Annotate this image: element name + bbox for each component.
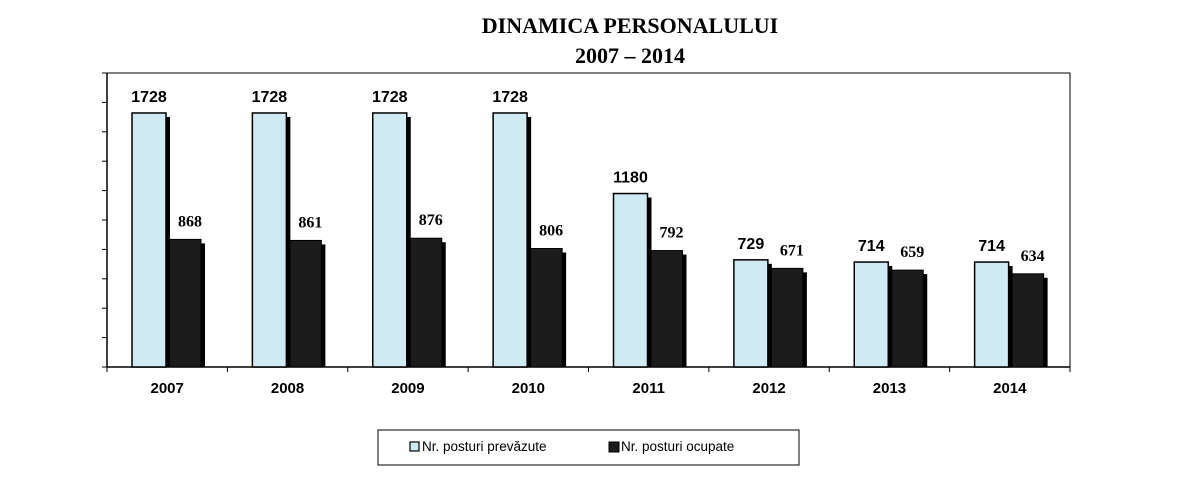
bar-occupied-2013 — [888, 269, 924, 368]
bar-planned-2011 — [612, 192, 649, 368]
value-label-occupied-2011: 792 — [660, 225, 684, 242]
bar-occupied-2011 — [648, 250, 683, 368]
legend-box — [377, 429, 800, 466]
category-label-2013: 2013 — [873, 380, 906, 397]
y-axis-ticks — [102, 72, 107, 368]
legend-swatch-planned — [409, 441, 420, 452]
bar-occupied-2012 — [768, 267, 804, 368]
bars-group — [131, 112, 1048, 368]
category-label-2014: 2014 — [993, 380, 1027, 397]
value-label-occupied-2010: 806 — [539, 223, 563, 240]
value-label-planned-2009: 1728 — [372, 89, 408, 106]
x-axis-ticks — [106, 367, 1071, 372]
legend: Nr. posturi prevăzute Nr. posturi ocupat… — [377, 429, 800, 466]
category-label-2009: 2009 — [391, 380, 424, 397]
bar-occupied-2014 — [1009, 273, 1045, 368]
bar-occupied-2007 — [166, 238, 202, 368]
bar-planned-2009 — [372, 112, 408, 368]
bar-planned-2008 — [251, 112, 288, 368]
bar-planned-2007 — [131, 112, 167, 368]
bar-occupied-2010 — [527, 248, 563, 368]
category-label-2008: 2008 — [271, 380, 304, 397]
value-label-occupied-2013: 659 — [900, 244, 924, 261]
value-label-planned-2010: 1728 — [492, 89, 528, 106]
category-label-2011: 2011 — [632, 380, 665, 397]
value-labels-group: 1728 868 1728 861 1728 876 1728 806 1180 792 729 67… — [131, 89, 1044, 265]
bar-planned-2010 — [492, 112, 528, 368]
value-label-planned-2014: 714 — [978, 238, 1005, 255]
bar-planned-2013 — [853, 261, 889, 368]
chart-title: DINAMICA PERSONALULUI — [482, 13, 778, 38]
legend-swatch-occupied — [608, 441, 620, 453]
value-label-occupied-2008: 861 — [298, 214, 322, 231]
bar-occupied-2009 — [407, 237, 443, 368]
legend-label-occupied: Nr. posturi ocupate — [621, 439, 734, 454]
value-label-occupied-2007: 868 — [178, 213, 202, 230]
category-label-2010: 2010 — [512, 380, 545, 397]
category-label-2007: 2007 — [151, 380, 184, 397]
bar-occupied-2008 — [286, 239, 322, 368]
value-label-planned-2007: 1728 — [131, 89, 167, 106]
bar-planned-2014 — [973, 261, 1010, 368]
value-label-occupied-2012: 671 — [780, 242, 804, 259]
chart-subtitle: 2007 – 2014 — [575, 43, 685, 68]
value-label-occupied-2009: 876 — [419, 212, 443, 229]
category-labels-group: 2007 2008 2009 2010 2011 2012 2013 2014 — [151, 380, 1028, 397]
value-label-planned-2011: 1180 — [613, 170, 648, 187]
legend-label-planned: Nr. posturi prevăzute — [422, 439, 547, 454]
category-label-2012: 2012 — [752, 380, 785, 397]
value-label-occupied-2014: 634 — [1021, 248, 1045, 265]
bar-planned-2012 — [733, 259, 769, 368]
value-label-planned-2013: 714 — [858, 238, 885, 255]
value-label-planned-2012: 729 — [738, 236, 765, 253]
value-label-planned-2008: 1728 — [252, 89, 288, 106]
